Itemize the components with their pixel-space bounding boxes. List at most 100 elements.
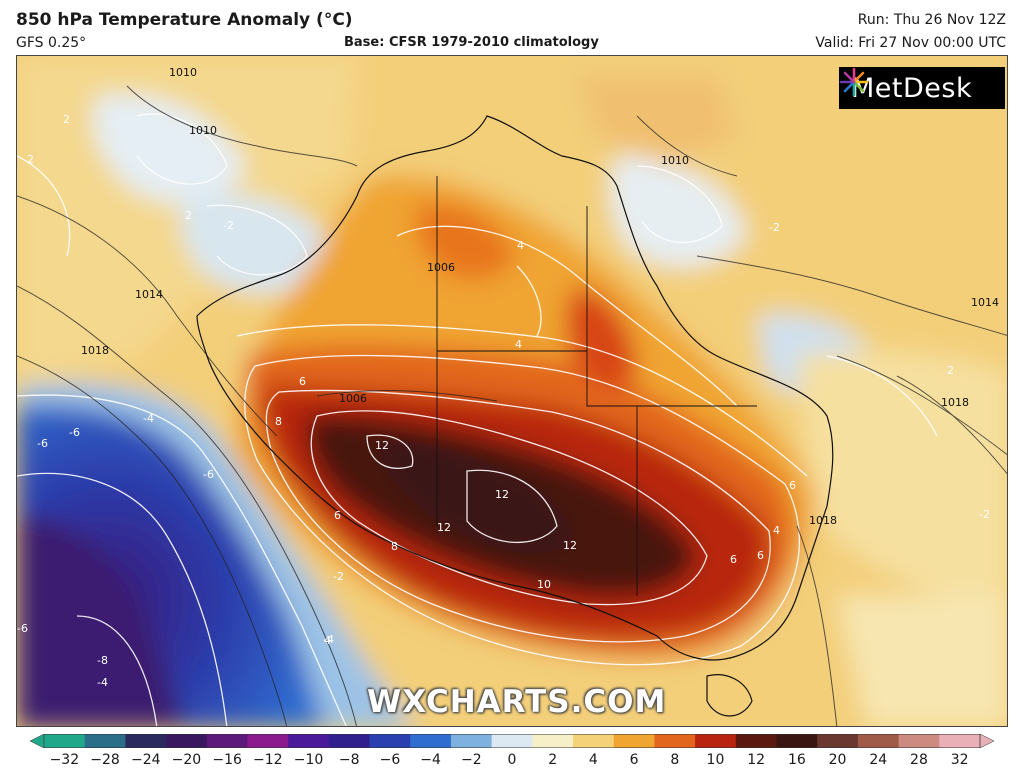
colorbar-swatch [206,734,248,748]
anomaly-label: -6 [37,437,48,450]
colorbar-swatch [695,734,737,748]
colorbar [30,734,994,748]
anomaly-label: 4 [515,338,522,351]
pressure-label: 1018 [941,396,969,409]
colorbar-swatch [898,734,940,748]
colorbar-swatch [450,734,493,748]
colorbar-tick-label: −32 [49,752,80,768]
colorbar-frame [43,734,981,748]
anomaly-label: -2 [979,508,990,521]
colorbar-swatch [817,734,859,748]
pressure-label: 1014 [135,288,163,301]
anomaly-contours [17,113,938,726]
state-borders [436,176,757,596]
anomaly-label: 12 [495,488,509,501]
pressure-label: 1006 [427,261,455,274]
colorbar-tick-label: −24 [130,752,161,768]
starburst-logo-icon [839,67,869,97]
colorbar-swatch [410,734,452,748]
anomaly-label: -6 [69,426,80,439]
pressure-label: 1018 [809,514,837,527]
anomaly-map: 12 12 12 12 10 8 8 6 6 6 6 6 4 4 4 4 2 2… [16,55,1008,727]
colorbar-tick-label: −4 [420,752,441,768]
anomaly-label: 8 [275,415,282,428]
anomaly-label: 12 [375,439,389,452]
colorbar-tick-label: −6 [379,752,401,768]
pressure-label: 1010 [189,124,217,137]
anomaly-label: -2 [769,221,780,234]
colorbar-tick-label: 16 [787,752,806,768]
pressure-label: 1014 [971,296,999,309]
colorbar-tick-label: −8 [338,752,360,768]
chart-title: 850 hPa Temperature Anomaly (°C) [16,10,353,30]
logo-text: MetDesk [851,72,973,104]
colorbar-right-tip [979,734,994,748]
anomaly-label: 4 [773,524,780,537]
anomaly-label: 10 [537,578,551,591]
colorbar-tick-label: 8 [670,752,680,768]
anomaly-label: 4 [324,634,331,647]
colorbar-tick-label: −16 [212,752,242,768]
anomaly-label: 6 [757,549,764,562]
colorbar-tick-label: −20 [171,752,202,768]
anomaly-label: -2 [223,219,234,232]
watermark: WXCHARTS.COM [367,684,667,720]
colorbar-tick-label: 20 [828,752,847,768]
colorbar-tick-label: −10 [293,752,324,768]
colorbar-tick-label: −28 [90,752,120,768]
anomaly-label: 6 [789,479,796,492]
colorbar-swatch [166,734,208,748]
anomaly-label: -6 [17,622,28,635]
colorbar-tick-label: 6 [629,752,639,768]
metdesk-logo: MetDesk [839,67,1005,109]
anomaly-label: -4 [143,412,154,425]
colorbar-tick-label: 10 [706,752,725,768]
anomaly-label: 12 [563,539,577,552]
pressure-label: 1010 [169,66,197,79]
colorbar-tick-label: −2 [460,752,482,768]
run-time-label: Run: Thu 26 Nov 12Z [857,12,1006,28]
anomaly-label: 6 [730,553,737,566]
anomaly-label: -2 [333,570,344,583]
colorbar-tick-label: 2 [548,752,558,768]
colorbar-swatch [44,734,86,748]
colorbar-tick-label: −12 [253,752,283,768]
colorbar-tick-label: 4 [588,752,598,768]
anomaly-label: 2 [63,113,70,126]
anomaly-label: -4 [323,633,334,646]
colorbar-swatch [369,734,411,748]
model-label: GFS 0.25° [16,35,87,51]
anomaly-label: 4 [517,239,524,252]
anomaly-label: -8 [97,654,108,667]
colorbar-tick-label: 32 [950,752,969,768]
colorbar-swatch [84,734,126,748]
pressure-label: 1010 [661,154,689,167]
anomaly-label: 8 [391,540,398,553]
anomaly-label: 6 [299,375,306,388]
anomaly-label: 6 [334,509,341,522]
colorbar-swatch [857,734,900,748]
colorbar-tick-label: 28 [910,752,928,768]
colorbar-swatch [328,734,371,748]
pressure-contours [17,85,1007,726]
anomaly-label: 12 [437,521,451,534]
coastline [196,115,834,717]
map-canvas [17,56,1007,726]
pressure-label: 1018 [81,344,109,357]
colorbar-swatch [939,734,981,748]
anomaly-label: -6 [203,468,214,481]
anomaly-label: 2 [27,153,34,166]
anomaly-label: 2 [947,364,954,377]
climatology-base-label: Base: CFSR 1979-2010 climatology [344,35,599,50]
colorbar-left-tip [30,734,45,748]
colorbar-tick-label: 24 [869,752,888,768]
anomaly-label: 2 [185,209,192,222]
colorbar-swatch [613,734,655,748]
colorbar-tick-label: 12 [747,752,766,768]
colorbar-swatch [247,734,289,748]
colorbar-swatch [654,734,696,748]
colorbar-swatch [735,734,778,748]
colorbar-swatch [532,734,574,748]
colorbar-swatch [125,734,167,748]
colorbar-swatch [573,734,615,748]
